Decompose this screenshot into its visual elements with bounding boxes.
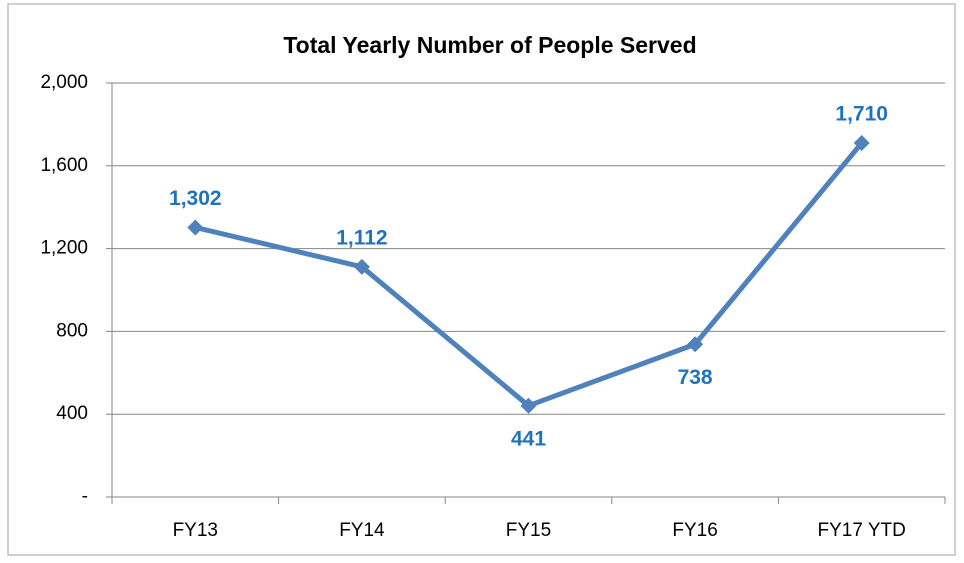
data-label: 1,710 — [835, 103, 888, 126]
x-tick-label: FY16 — [672, 520, 717, 541]
x-tick-label: FY14 — [339, 520, 385, 541]
data-label: 441 — [511, 427, 546, 450]
data-point — [187, 219, 204, 236]
x-tick-label: FY15 — [506, 520, 551, 541]
y-tick-label: 1,200 — [40, 238, 88, 259]
y-tick-label: - — [82, 486, 88, 507]
y-tick-label: 800 — [56, 320, 88, 341]
y-tick-label: 400 — [56, 403, 88, 424]
y-tick-label: 1,600 — [40, 155, 88, 176]
x-tick-label: FY17 YTD — [818, 520, 906, 541]
chart-border — [7, 3, 956, 556]
y-tick-label: 2,000 — [40, 72, 88, 93]
data-point — [353, 258, 370, 275]
data-point — [520, 397, 537, 414]
data-label: 1,112 — [336, 226, 387, 249]
x-tick-label: FY13 — [173, 520, 218, 541]
data-point — [687, 336, 704, 353]
data-label: 738 — [678, 366, 713, 389]
data-label: 1,302 — [169, 187, 222, 210]
data-point — [853, 135, 870, 152]
chart-title: Total Yearly Number of People Served — [283, 32, 696, 58]
